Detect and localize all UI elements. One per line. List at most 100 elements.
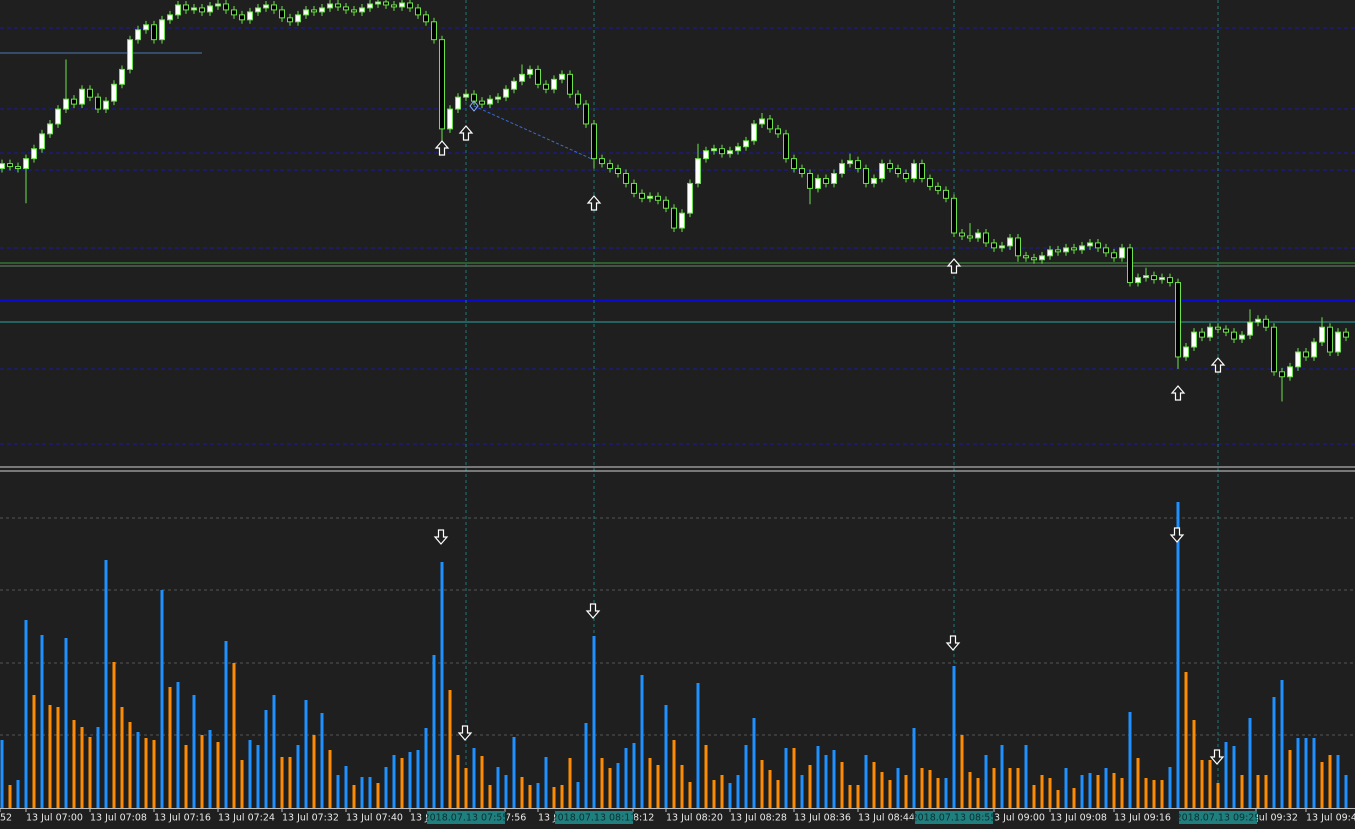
volume-bar <box>616 763 620 808</box>
candle-body <box>383 1 389 6</box>
candle-body <box>311 9 317 13</box>
volume-bar <box>392 755 396 808</box>
volume-bar <box>1024 745 1028 808</box>
candle-body <box>599 158 605 165</box>
down-arrow <box>1209 749 1225 765</box>
volume-bar <box>1128 712 1132 808</box>
candle-body <box>727 150 733 155</box>
volume-bar <box>1056 790 1060 808</box>
candle-body <box>1271 326 1277 373</box>
candle-body <box>55 108 61 125</box>
volume-bar <box>232 663 236 808</box>
volume-bar <box>368 777 372 808</box>
volume-bar <box>1256 775 1260 808</box>
volume-bar <box>312 735 316 808</box>
volume-bar <box>600 758 604 808</box>
candle-body <box>247 11 253 21</box>
volume-bar <box>224 641 228 808</box>
volume-bar <box>1184 672 1188 808</box>
candle-body <box>1255 318 1261 323</box>
volume-bar <box>904 775 908 808</box>
x-tick-label: 13 Jul 08:20 <box>666 813 723 824</box>
candle-body <box>127 39 133 70</box>
volume-bar <box>1104 768 1108 808</box>
candle-body <box>1007 237 1013 247</box>
down-arrow <box>457 725 473 741</box>
candle-body <box>535 68 541 85</box>
volume-bar <box>200 735 204 808</box>
candle-body <box>527 68 533 75</box>
volume-bar <box>184 745 188 808</box>
anchor-point <box>469 100 479 112</box>
volume-bar <box>992 768 996 808</box>
candle-body <box>287 17 293 23</box>
volume-bar <box>104 560 108 808</box>
volume-bar <box>360 777 364 808</box>
volume-bar <box>1096 775 1100 808</box>
candle-body <box>1023 255 1029 259</box>
volume-bar <box>920 768 924 808</box>
candle-body <box>615 168 621 175</box>
volume-bar <box>704 745 708 808</box>
volume-bar <box>240 760 244 808</box>
volume-bar <box>1344 775 1348 808</box>
candle-body <box>783 133 789 160</box>
candle-body <box>831 173 837 184</box>
volume-bar <box>848 785 852 808</box>
volume-bar <box>1216 783 1220 808</box>
candle-body <box>1303 351 1309 358</box>
candle-body <box>1335 331 1341 353</box>
volume-bar <box>0 740 4 808</box>
volume-bar <box>768 770 772 808</box>
volume-bar <box>1168 767 1172 808</box>
candle-body <box>671 207 677 229</box>
candle-body <box>71 98 77 105</box>
candle-body <box>943 189 949 199</box>
volume-bar <box>632 743 636 808</box>
volume-bar <box>960 735 964 808</box>
volume-bar <box>264 710 268 808</box>
volume-bar <box>784 748 788 808</box>
candle-body <box>423 14 429 23</box>
candle-body <box>47 123 53 135</box>
candle-body <box>263 4 269 9</box>
x-tick-label: 13 Jul 08:28 <box>730 813 787 824</box>
volume-bar <box>1160 780 1164 808</box>
volume-bar <box>336 775 340 808</box>
candle-body <box>111 83 117 102</box>
candle-body <box>815 177 821 189</box>
candle-body <box>647 195 653 199</box>
down-arrow <box>1169 527 1185 543</box>
candle-body <box>863 168 869 184</box>
volume-bar <box>840 762 844 808</box>
candle-body <box>759 118 765 125</box>
volume-bar <box>1312 738 1316 808</box>
candle-body <box>279 9 285 19</box>
x-tick-label: Jul 09:32 <box>1255 813 1298 824</box>
volume-bar <box>1208 760 1212 808</box>
candle-body <box>1127 247 1133 284</box>
candle-body <box>151 24 157 41</box>
candle-body <box>239 14 245 21</box>
volume-bar <box>1072 788 1076 808</box>
candle-body <box>559 73 565 80</box>
candle-body <box>199 7 205 13</box>
volume-bar <box>352 785 356 808</box>
candle-body <box>511 80 517 90</box>
volume-bar <box>760 760 764 808</box>
volume-bar <box>272 695 276 808</box>
volume-bar <box>1032 785 1036 808</box>
candle-body <box>887 163 893 170</box>
candle-body <box>951 197 957 234</box>
candle-body <box>79 88 85 105</box>
volume-bar <box>776 780 780 808</box>
candle-body <box>967 235 973 239</box>
candle-body <box>903 173 909 179</box>
candle-body <box>1263 318 1269 328</box>
volume-bar <box>952 666 956 808</box>
volume-bar <box>1272 697 1276 808</box>
volume-bar <box>1048 778 1052 808</box>
cursor-label: 2018.07.13 07:55 <box>424 813 509 824</box>
volume-bar <box>432 655 436 808</box>
